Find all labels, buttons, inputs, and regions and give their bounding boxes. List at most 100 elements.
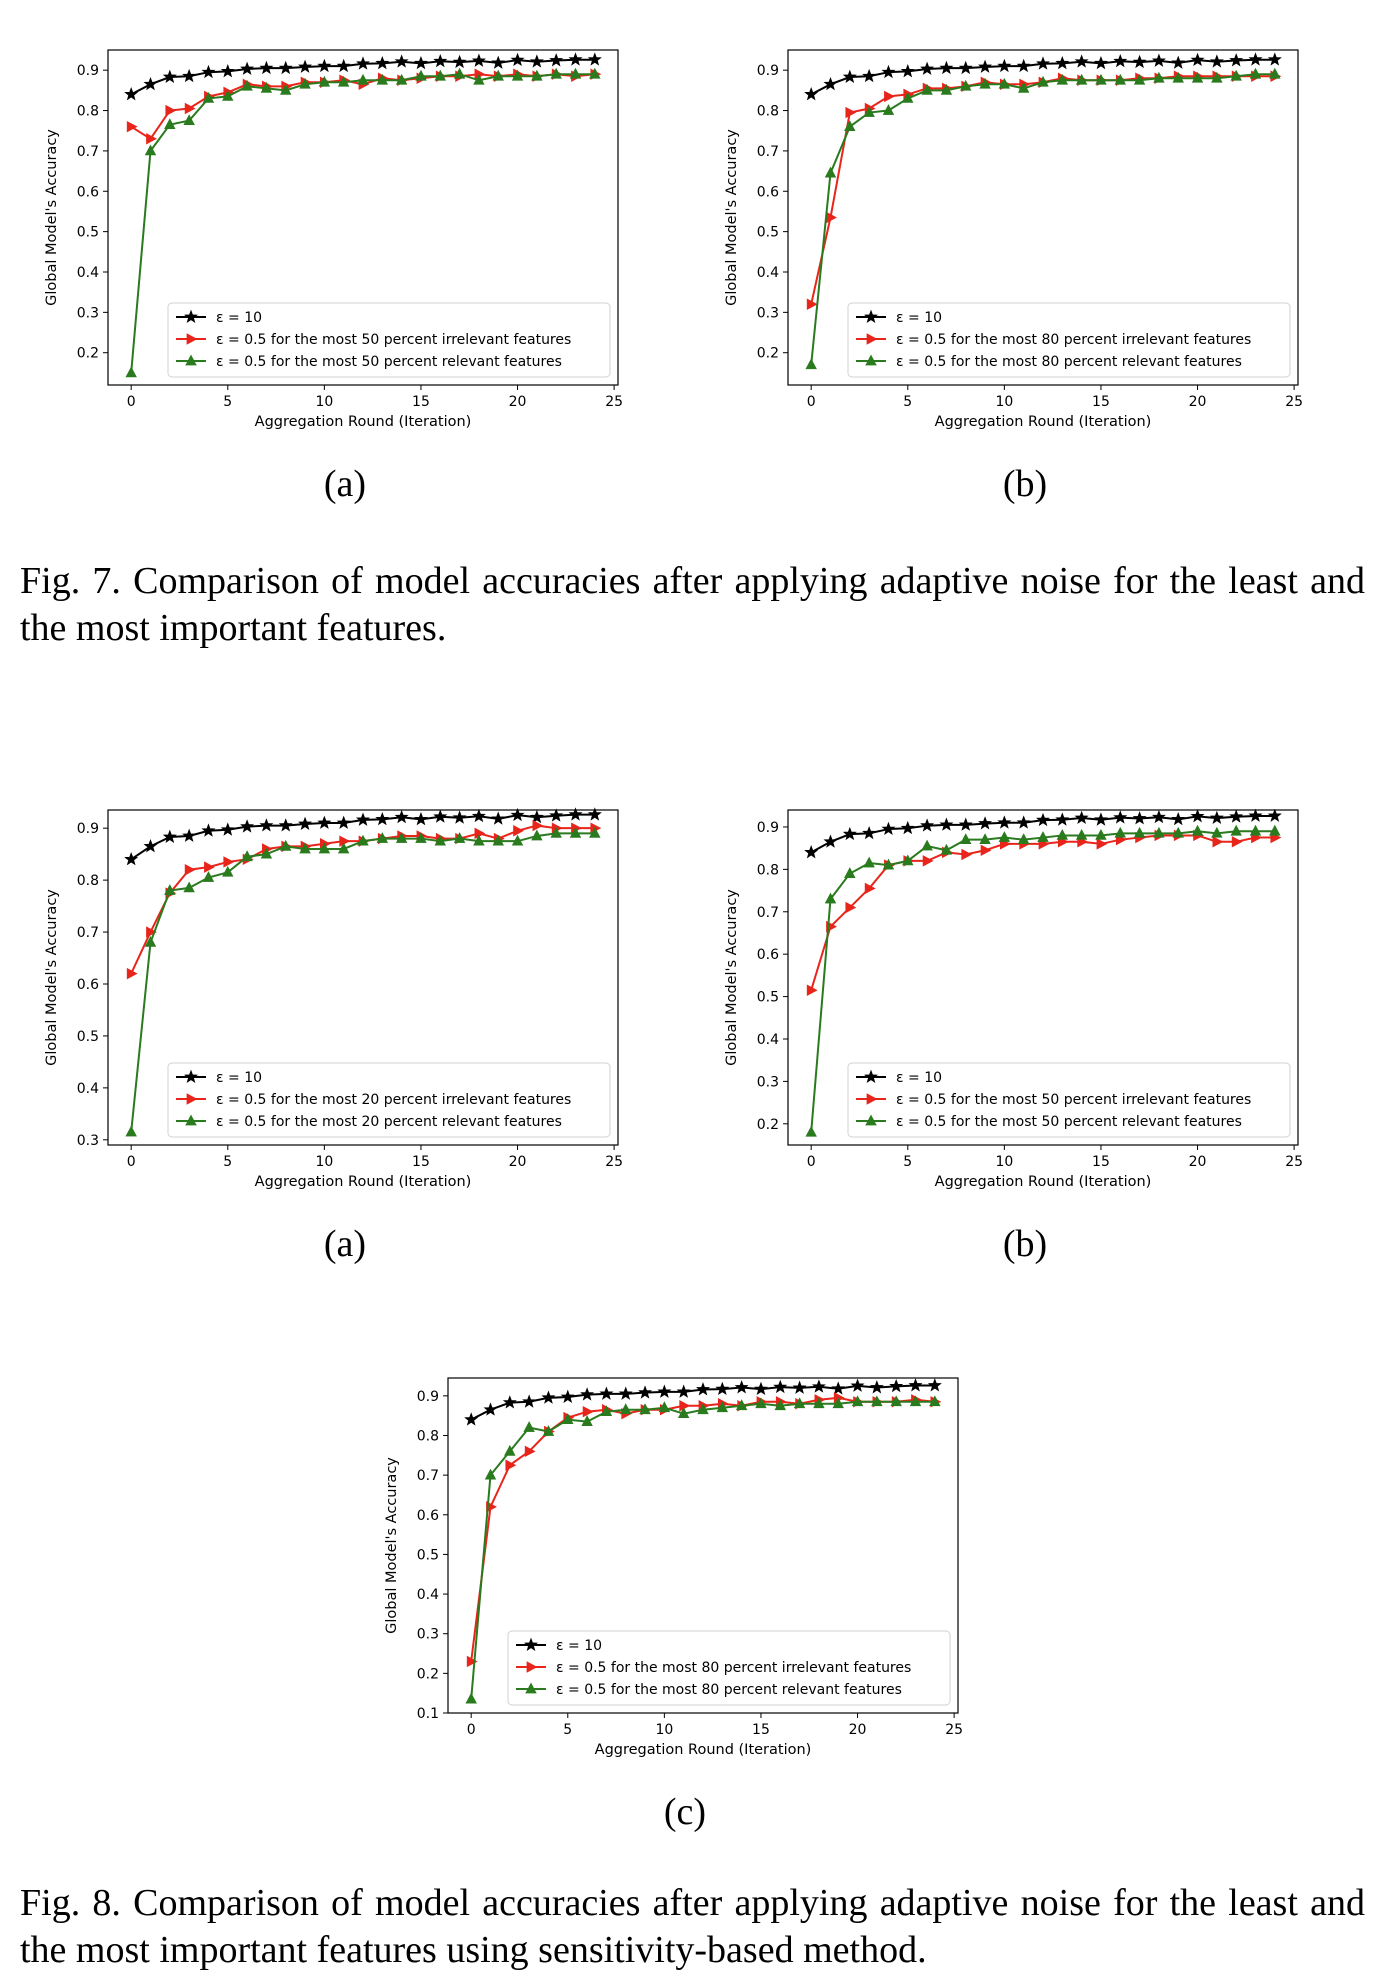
data-point (1074, 810, 1089, 825)
data-point (278, 60, 293, 75)
x-axis-label: Aggregation Round (Iteration) (935, 1174, 1152, 1190)
figure-caption-fig7: Fig. 7. Comparison of model accuracies a… (20, 560, 1365, 649)
y-tick-label: 0.5 (77, 1029, 99, 1045)
data-point (1037, 75, 1049, 87)
data-point (202, 91, 215, 103)
data-point (753, 1381, 768, 1396)
data-point (811, 1379, 826, 1393)
data-point (824, 166, 837, 178)
x-tick-label: 0 (127, 394, 136, 410)
data-point (676, 1384, 691, 1398)
y-tick-label: 0.8 (417, 1428, 439, 1444)
subfigure-label-fig7a: (a) (323, 463, 367, 505)
data-point (513, 825, 524, 837)
legend-marker (185, 354, 197, 366)
x-tick-label: 15 (1092, 394, 1110, 410)
data-point (492, 834, 504, 846)
data-point (550, 826, 562, 838)
data-point (1269, 67, 1281, 79)
data-point (415, 69, 427, 81)
x-tick-label: 0 (807, 1154, 816, 1170)
data-point (600, 1405, 613, 1417)
data-point (466, 1655, 478, 1668)
data-point (882, 104, 895, 115)
data-point (473, 834, 485, 846)
data-point (124, 851, 139, 866)
data-point (773, 1379, 788, 1394)
data-point (587, 52, 602, 66)
data-point (774, 1399, 786, 1411)
x-tick-label: 20 (509, 394, 527, 410)
x-tick-label: 15 (412, 394, 430, 410)
data-point (844, 120, 856, 132)
data-point (164, 118, 176, 130)
data-point (452, 54, 467, 69)
data-point (259, 818, 274, 832)
data-point (1075, 73, 1088, 85)
data-point (1153, 71, 1165, 83)
legend-marker (524, 1637, 538, 1651)
data-point (1209, 54, 1224, 68)
data-point (568, 807, 583, 821)
data-point (453, 832, 466, 843)
data-point (850, 1378, 865, 1392)
data-point (864, 882, 876, 895)
data-point (806, 984, 818, 996)
data-point (980, 844, 992, 857)
data-point (483, 1402, 498, 1416)
data-point (376, 73, 389, 85)
data-point (1093, 812, 1108, 826)
x-tick-label: 15 (412, 1154, 430, 1170)
data-point (278, 818, 293, 832)
legend-label: ε = 10 (556, 1638, 602, 1654)
data-point (939, 60, 954, 75)
legend-marker (866, 333, 878, 345)
data-point (792, 1380, 807, 1394)
data-point (884, 90, 895, 103)
y-tick-label: 0.7 (757, 144, 779, 160)
data-point (813, 1397, 825, 1409)
y-tick-label: 0.9 (757, 820, 779, 836)
data-point (550, 67, 562, 79)
legend-marker (525, 1682, 537, 1694)
series-line (470, 1396, 935, 1662)
data-point (1209, 810, 1224, 825)
data-point (222, 865, 234, 877)
data-point (146, 133, 157, 145)
data-point (357, 73, 369, 85)
data-point (240, 819, 255, 833)
x-tick-label: 15 (752, 1722, 770, 1738)
data-point (832, 1397, 844, 1409)
data-point (831, 1381, 846, 1395)
data-point (1212, 836, 1224, 848)
y-tick-label: 0.3 (757, 1074, 779, 1090)
legend-marker (865, 1114, 877, 1126)
data-point (164, 884, 176, 895)
legend-label: ε = 0.5 for the most 50 percent irreleva… (896, 1092, 1251, 1108)
chart-fig8b: 0 5 10 15 20 25 0.2 0.3 0.4 0.5 0.6 0.7 0.8 0.9 Aggreg… (720, 800, 1310, 1200)
data-point (299, 77, 311, 89)
data-point (146, 926, 157, 938)
chart-svg: 0 5 10 15 20 25 0.2 0.3 0.4 0.5 0.6 0.7 0.8 0.9 Aggreg… (724, 49, 1303, 430)
data-point (569, 826, 582, 838)
data-point (529, 809, 544, 824)
data-point (599, 1386, 614, 1400)
data-point (299, 842, 311, 854)
data-point (504, 1444, 516, 1456)
legend: ε = 10 ε = 0.5 for the most 80 percent ir… (847, 302, 1291, 378)
data-point (337, 842, 350, 854)
data-point (473, 73, 485, 85)
data-point (1229, 809, 1244, 823)
data-point (162, 829, 177, 843)
data-point (589, 826, 601, 838)
data-point (549, 808, 564, 822)
series-0 (124, 807, 602, 866)
data-point (562, 1413, 574, 1424)
data-point (260, 847, 273, 859)
data-point (143, 839, 158, 853)
legend-label: ε = 0.5 for the most 50 percent relevant… (896, 1114, 1242, 1130)
data-point (1095, 73, 1107, 85)
data-point (568, 52, 583, 66)
data-point (162, 69, 177, 83)
legend: ε = 10 ε = 0.5 for the most 50 percent ir… (167, 302, 611, 378)
